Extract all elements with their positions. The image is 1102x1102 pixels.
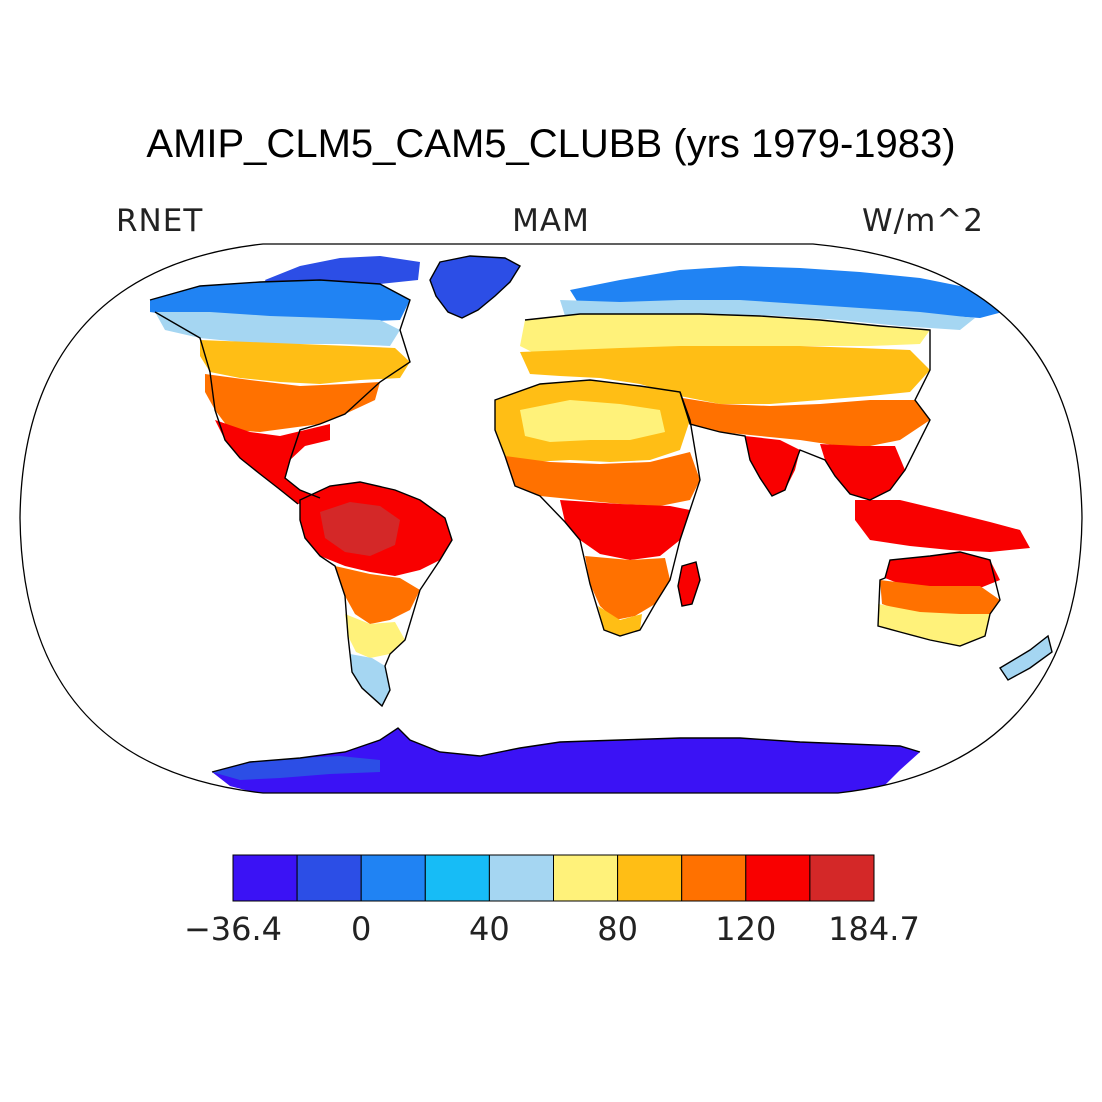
north-america-mid <box>200 340 410 384</box>
plot-title: AMIP_CLM5_CAM5_CLUBB (yrs 1979-1983) <box>146 122 956 166</box>
south-america-amazon <box>320 502 400 556</box>
greenland <box>430 256 520 318</box>
colorbar-swatch <box>745 854 811 902</box>
colorbar-swatch <box>617 854 683 902</box>
units-label: W/m^2 <box>862 203 984 239</box>
variable-label: RNET <box>116 203 204 239</box>
colorbar-tick-label: −36.4 <box>184 910 282 948</box>
antarctica <box>212 728 920 793</box>
australia-south <box>878 604 990 646</box>
colorbar-swatch <box>488 854 554 902</box>
colorbar-tick-label: 0 <box>351 910 371 948</box>
south-america-patagonia <box>350 654 390 706</box>
south-america-mid <box>335 566 420 624</box>
colorbar-swatch <box>360 854 426 902</box>
colorbar-swatch <box>232 854 298 902</box>
colorbar-swatch <box>553 854 619 902</box>
africa-sahel <box>505 452 700 506</box>
asia-south <box>670 396 930 446</box>
africa-sahara-cool <box>520 400 665 442</box>
colorbar-labels: −36.4 0 40 80 120 184.7 <box>184 910 920 948</box>
eurasia-north <box>560 300 975 330</box>
colorbar-tick-label: 184.7 <box>828 910 920 948</box>
new-zealand <box>1000 636 1052 680</box>
africa-central <box>560 500 690 560</box>
africa-south <box>585 556 670 620</box>
africa-cape <box>598 606 642 636</box>
colorbar-swatch <box>681 854 747 902</box>
north-america-south <box>215 420 330 504</box>
north-america-canada <box>155 312 400 346</box>
colorbar-swatch <box>296 854 362 902</box>
map-outline <box>19 243 1083 794</box>
indonesia <box>855 500 1030 552</box>
australia-mid <box>880 580 1000 616</box>
australia-north <box>885 552 1000 588</box>
south-america-south <box>345 614 405 658</box>
colorbar-tick-label: 120 <box>715 910 776 948</box>
eurasia-arctic <box>570 266 1010 318</box>
eurasia-south <box>520 346 930 404</box>
southeast-asia <box>820 444 905 500</box>
colorbar-swatch <box>809 854 875 902</box>
coastlines <box>149 255 1053 773</box>
india <box>745 436 800 496</box>
colorbar-tick-label: 40 <box>469 910 510 948</box>
colorbar-tick-label: 80 <box>597 910 638 948</box>
colorbar <box>232 854 875 902</box>
eurasia-mid <box>520 314 930 356</box>
north-america-north <box>150 280 410 322</box>
colorbar-swatch <box>424 854 490 902</box>
season-label: MAM <box>512 203 590 239</box>
